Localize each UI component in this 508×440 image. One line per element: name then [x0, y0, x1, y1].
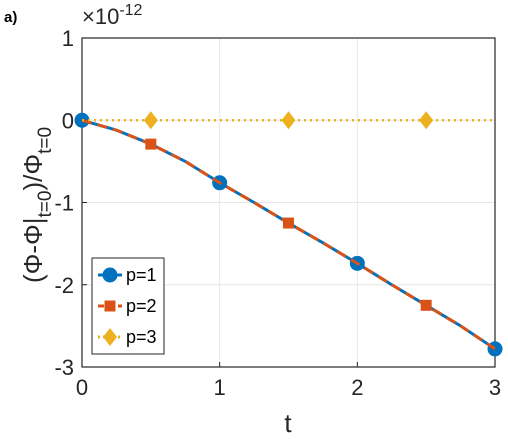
y-axis-label: (Φ-Φ|t=0)/Φt=0 [18, 127, 56, 283]
series-p=2 [81, 118, 496, 351]
series-marker-p=3-2 [419, 111, 434, 130]
y-tick-label-1: 0 [62, 108, 74, 133]
panel-label: a) [4, 9, 17, 26]
legend-marker-p=1 [102, 267, 118, 283]
legend-label-p=3: p=3 [126, 327, 157, 347]
series-marker-p=3-1 [281, 111, 296, 130]
series-marker-p=3-0 [143, 111, 158, 130]
y-tick-label-3: -2 [54, 273, 74, 298]
tick-labels: 0 1 2 3 1 0 -1 -2 -3 [54, 26, 501, 400]
x-axis-label: t [284, 408, 292, 438]
series-marker-p=2-0 [145, 138, 157, 150]
legend-label-p=2: p=2 [126, 296, 157, 316]
x-tick-label-3: 3 [489, 375, 501, 400]
axes [81, 37, 496, 368]
legend-label-p=1: p=1 [126, 265, 157, 285]
series-p=3 [82, 111, 495, 130]
legend-marker-p=2 [104, 300, 116, 312]
x-tick-label-0: 0 [76, 375, 88, 400]
series-marker-p=2-1 [283, 217, 294, 229]
x-tick-label-2: 2 [351, 375, 363, 400]
legend: p=1 p=2 p=3 [91, 257, 165, 355]
y-tick-label-4: -3 [54, 355, 74, 380]
y-tick-label-0: 1 [62, 26, 74, 51]
exponent-label: ×10-12 [82, 2, 143, 29]
y-tick-label-2: -1 [54, 191, 74, 216]
series-marker-p=2-2 [420, 299, 432, 311]
x-tick-label-1: 1 [214, 375, 226, 400]
series [74, 111, 503, 357]
legend-marker-p=3 [103, 328, 117, 346]
